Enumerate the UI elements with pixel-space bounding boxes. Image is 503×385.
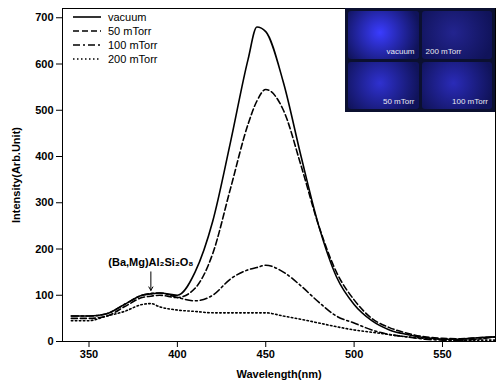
- html-text:50 mTorr: 50 mTorr: [108, 25, 152, 37]
- svg-text:Intensity(Arb.Unit): Intensity(Arb.Unit): [10, 127, 22, 223]
- svg-text:100: 100: [35, 289, 53, 301]
- svg-text:450: 450: [257, 348, 275, 360]
- svg-text:0: 0: [47, 335, 53, 347]
- html-text:vacuum: vacuum: [386, 46, 415, 56]
- svg-text:200: 200: [35, 243, 53, 255]
- svg-text:400: 400: [35, 150, 53, 162]
- svg-text:350: 350: [80, 348, 98, 360]
- html-text:100 mTorr: 100 mTorr: [108, 39, 158, 51]
- html-text:50 mTorr: 50 mTorr: [382, 97, 415, 106]
- html-text:vacuum: vacuum: [108, 11, 147, 23]
- svg-text:(Ba,Mg)Al₂Si₂O₈: (Ba,Mg)Al₂Si₂O₈: [108, 256, 193, 268]
- html-text:100 mTorr: 100 mTorr: [452, 97, 488, 106]
- svg-text:700: 700: [35, 11, 53, 23]
- svg-text:550: 550: [433, 348, 451, 360]
- svg-text:500: 500: [345, 348, 363, 360]
- svg-text:500: 500: [35, 104, 53, 116]
- svg-text:Wavelength(nm): Wavelength(nm): [236, 368, 321, 380]
- html-text:200 mTorr: 200 mTorr: [108, 53, 158, 65]
- svg-text:400: 400: [168, 348, 186, 360]
- svg-text:300: 300: [35, 196, 53, 208]
- html-text:200 mTorr: 200 mTorr: [425, 46, 462, 56]
- svg-text:600: 600: [35, 58, 53, 70]
